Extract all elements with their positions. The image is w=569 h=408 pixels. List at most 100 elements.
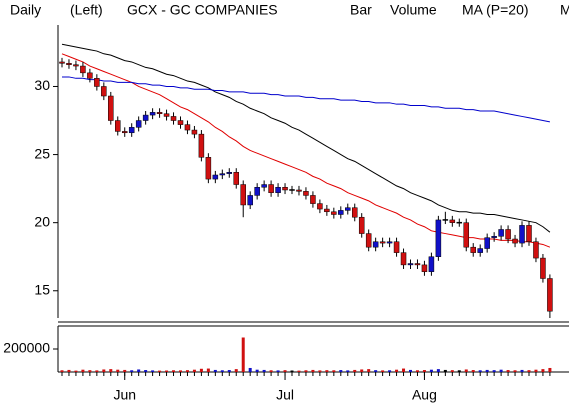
moving-average-line bbox=[62, 76, 550, 123]
volume-bar bbox=[102, 369, 106, 372]
candle-body bbox=[59, 61, 65, 64]
volume-bar bbox=[374, 370, 378, 372]
volume-bar bbox=[541, 369, 545, 372]
volume-bar bbox=[318, 370, 322, 372]
candle-body bbox=[519, 225, 525, 244]
candle-body bbox=[407, 263, 414, 266]
volume-bar bbox=[241, 337, 245, 372]
candle-body bbox=[247, 195, 253, 206]
candle-body bbox=[379, 241, 386, 244]
volume-bar bbox=[60, 370, 64, 372]
candle-body bbox=[526, 225, 532, 242]
volume-bar bbox=[283, 370, 287, 372]
candle-body bbox=[156, 112, 163, 114]
candle-body bbox=[498, 229, 504, 237]
volume-bar bbox=[123, 369, 127, 372]
volume-bar bbox=[548, 367, 552, 372]
volume-bar bbox=[74, 370, 78, 372]
legend-entry: Volume bbox=[390, 2, 437, 18]
period-label: Daily bbox=[10, 2, 41, 18]
volume-bar bbox=[492, 370, 496, 372]
volume-bar bbox=[332, 370, 336, 372]
candle-body bbox=[108, 95, 114, 121]
y-tick-label: 200000 bbox=[3, 340, 50, 356]
candle-body bbox=[254, 187, 260, 196]
candle-body bbox=[282, 187, 288, 191]
candle-body bbox=[338, 210, 344, 215]
volume-bar bbox=[88, 370, 92, 372]
volume-bar bbox=[227, 370, 231, 372]
candle-body bbox=[365, 233, 372, 248]
candle-body bbox=[170, 116, 177, 121]
volume-bar bbox=[151, 370, 155, 372]
x-tick-label: Jun bbox=[113, 387, 136, 403]
volume-bar bbox=[276, 370, 280, 372]
candle-body bbox=[191, 129, 198, 135]
candle-body bbox=[198, 133, 205, 158]
volume-bar bbox=[534, 369, 538, 372]
candle-body bbox=[184, 124, 191, 131]
volume-bar bbox=[367, 369, 371, 372]
volume-bar bbox=[158, 370, 162, 372]
volume-bar bbox=[248, 367, 252, 372]
volume-bar bbox=[262, 369, 266, 372]
candle-body bbox=[261, 184, 267, 188]
candle-body bbox=[345, 207, 351, 211]
candle-body bbox=[484, 237, 490, 249]
volume-bar bbox=[192, 369, 196, 372]
candle-body bbox=[456, 221, 463, 224]
candle-body bbox=[212, 174, 219, 180]
candle-body bbox=[449, 219, 456, 223]
volume-bar bbox=[471, 370, 475, 372]
candle-body bbox=[442, 219, 449, 221]
volume-bar bbox=[353, 369, 357, 372]
candle-body bbox=[386, 241, 393, 244]
candle-body bbox=[491, 236, 497, 238]
volume-bar bbox=[185, 370, 189, 372]
volume-bar bbox=[464, 369, 468, 372]
volume-bar bbox=[311, 369, 315, 372]
volume-bar bbox=[527, 370, 531, 372]
candle-body bbox=[73, 64, 79, 67]
candle-body bbox=[240, 184, 246, 206]
candle-body bbox=[351, 207, 358, 218]
volume-bar bbox=[395, 369, 399, 372]
volume-bar bbox=[513, 370, 517, 372]
volume-bar bbox=[109, 369, 113, 372]
candle-body bbox=[177, 120, 184, 125]
candle-body bbox=[505, 229, 511, 240]
x-tick-label: Jul bbox=[276, 387, 294, 403]
candle-body bbox=[477, 248, 483, 253]
candle-body bbox=[296, 189, 302, 192]
volume-bar bbox=[116, 369, 120, 372]
volume-bar bbox=[457, 370, 461, 372]
candle-body bbox=[80, 65, 86, 74]
candle-body bbox=[268, 184, 274, 193]
volume-bar bbox=[199, 368, 203, 372]
style-label: Bar bbox=[350, 2, 372, 18]
volume-bar bbox=[422, 370, 426, 372]
volume-bar bbox=[499, 369, 503, 372]
volume-bar bbox=[346, 370, 350, 372]
volume-bar bbox=[81, 369, 85, 372]
volume-bar bbox=[304, 370, 308, 372]
volume-bar bbox=[144, 370, 148, 372]
volume-bar bbox=[360, 369, 364, 372]
volume-bar bbox=[506, 370, 510, 372]
volume-bar bbox=[269, 370, 273, 372]
volume-bar bbox=[429, 369, 433, 372]
volume-bar bbox=[206, 368, 210, 372]
candle-body bbox=[331, 211, 337, 215]
candle-body bbox=[205, 157, 212, 180]
volume-bar bbox=[137, 369, 141, 372]
volume-bar bbox=[234, 369, 238, 372]
volume-bar bbox=[339, 370, 343, 372]
volume-bar bbox=[67, 369, 71, 372]
volume-bar bbox=[325, 370, 329, 372]
volume-bar bbox=[409, 369, 412, 372]
volume-bar bbox=[95, 370, 99, 372]
candle-body bbox=[414, 263, 421, 266]
candle-body bbox=[428, 256, 435, 272]
candle-body bbox=[324, 208, 330, 213]
